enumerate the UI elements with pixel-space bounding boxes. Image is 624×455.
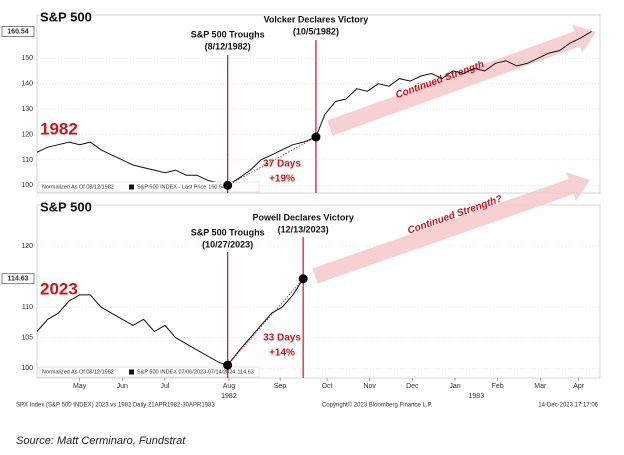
legend-value: 114.63: [237, 369, 253, 375]
event-point: [311, 132, 321, 142]
y-tick-label: 120: [21, 243, 33, 250]
year-label: 1982: [40, 119, 78, 138]
trend-arrow: [327, 24, 597, 136]
plot-frame: [36, 14, 601, 194]
last-price-box: [1, 273, 35, 285]
event-point: [223, 360, 233, 370]
x-tick-label: May: [73, 383, 87, 390]
annotation-days: 33 Days: [263, 333, 301, 344]
x-year-label: 1982: [221, 393, 237, 400]
y-tick-label: 100: [21, 365, 33, 372]
legend-swatch: [129, 184, 134, 190]
footer-right: 14-Dec-2023 17:17:06: [538, 403, 598, 409]
event-label: Powell Declares Victory: [252, 212, 353, 222]
x-tick-label: Nov: [363, 383, 376, 390]
footer-center: Copyright© 2023 Bloomberg Finance L.P.: [322, 402, 433, 409]
legend-name: S&P 500 INDEX - Last Price: [137, 184, 206, 190]
annotation-days: 37 Days: [263, 159, 301, 170]
event-label: Volcker Declares Victory: [264, 14, 369, 24]
footer-left: SPX Index (S&P 500 INDEX) 2023 vs 1982 D…: [16, 403, 215, 409]
x-tick-label: Mar: [534, 383, 547, 390]
legend-box: [38, 366, 260, 378]
last-price-label: 114.63: [7, 276, 28, 283]
source: Source: Matt Cerminaro, Fundstrat: [16, 435, 186, 447]
event-label: S&P 500 Troughs: [191, 227, 265, 237]
legend-note: Normalized As Of 08/12/1982: [42, 369, 114, 375]
trend-arrow: [312, 172, 590, 284]
plot-frame: [36, 204, 601, 379]
x-tick-label: Jul: [160, 383, 169, 390]
price-line: [36, 278, 304, 366]
event-date: (8/12/1982): [205, 41, 251, 51]
y-tick-label: 100: [21, 182, 33, 189]
legend-box: [38, 181, 260, 193]
legend-value: 160.54: [208, 184, 225, 190]
arrow-shape: [327, 24, 597, 136]
x-tick-label: Jan: [449, 383, 460, 390]
y-tick-label: 130: [21, 106, 33, 113]
y-tick-label: 110: [22, 157, 33, 164]
annotation-change: +19%: [269, 174, 295, 185]
panel-title: S&P 500: [40, 199, 92, 214]
event-label: S&P 500 Troughs: [191, 29, 265, 39]
x-tick-label: Dec: [406, 383, 419, 390]
panel-title: S&P 500: [40, 9, 92, 24]
y-tick-label: 110: [22, 304, 33, 311]
last-price-box: [1, 26, 35, 37]
last-price-label: 160.54: [7, 28, 29, 35]
year-label: 2023: [40, 279, 78, 298]
event-date: (10/27/2023): [202, 239, 253, 249]
x-year-label: 1983: [469, 393, 485, 400]
x-tick-label: Apr: [573, 383, 585, 390]
x-tick-label: Jun: [117, 383, 128, 390]
y-tick-label: 140: [21, 81, 33, 88]
change-connector: [227, 278, 304, 366]
y-tick-label: 150: [21, 55, 33, 62]
legend-note: Normalized As Of 08/12/1982: [42, 184, 114, 190]
event-point: [223, 180, 233, 190]
event-date: (12/13/2023): [278, 224, 329, 234]
legend-swatch: [129, 369, 134, 375]
arrow-shape: [312, 172, 590, 284]
x-tick-label: Oct: [322, 383, 333, 390]
legend-name: S&P 500 INDEX 07/06/2023-07/14/2024: [137, 369, 235, 375]
annotation-change: +14%: [269, 348, 295, 359]
x-tick-label: Sep: [274, 383, 287, 390]
event-date: (10/5/1982): [293, 26, 339, 36]
y-tick-label: 120: [21, 131, 33, 138]
y-tick-label: 105: [21, 334, 33, 341]
x-tick-label: Aug: [223, 383, 236, 390]
x-tick-label: Feb: [492, 383, 504, 390]
event-point: [298, 274, 308, 284]
